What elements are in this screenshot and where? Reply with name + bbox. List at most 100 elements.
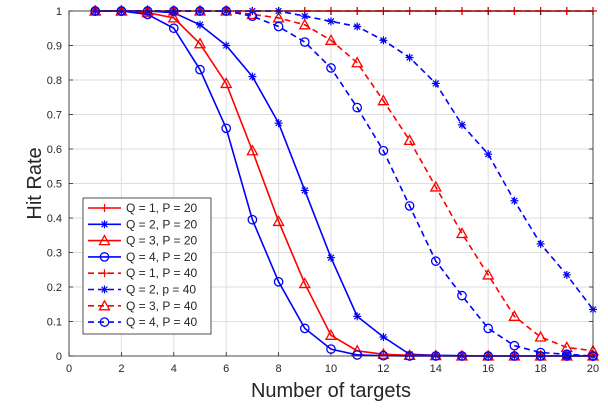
- data-point: [299, 37, 310, 47]
- data-point: [377, 347, 390, 359]
- data-point: [220, 77, 233, 89]
- y-axis-title: Hit Rate: [24, 147, 46, 219]
- data-point: [273, 276, 284, 287]
- y-tick-label: 0.9: [47, 41, 62, 53]
- data-point: [509, 340, 520, 351]
- data-point: [300, 12, 309, 21]
- tick-labels: 0 2 4 6 8 10 12 14 16 18 20 0 0.1 0.2 0.3 0.4 0.5 0.6 0.7 0…: [47, 6, 599, 375]
- y-tick-label: 1: [56, 6, 62, 18]
- legend-marker: [99, 252, 110, 262]
- data-point: [246, 8, 259, 20]
- legend-marker: [100, 285, 109, 294]
- legend-entry: Q = 4, P = 20: [88, 250, 197, 264]
- legend-label: Q = 4, P = 40: [126, 315, 197, 329]
- data-point: [455, 227, 469, 239]
- data-point: [141, 6, 154, 18]
- legend-entry: Q = 3, P = 20: [88, 234, 197, 248]
- legend-entry: Q = 1, P = 20: [88, 201, 197, 215]
- legend-marker: [98, 299, 111, 311]
- data-point: [195, 64, 205, 75]
- legend-label: Q = 2, p = 40: [126, 283, 196, 297]
- data-point: [482, 268, 495, 280]
- y-tick-label: 0: [56, 351, 62, 363]
- data-point: [353, 22, 362, 31]
- data-point: [298, 18, 311, 30]
- y-tick-label: 0.8: [47, 75, 62, 87]
- legend-label: Q = 2, P = 20: [126, 217, 197, 231]
- y-tick-label: 0.4: [47, 213, 62, 225]
- x-tick-label: 18: [534, 363, 546, 375]
- axes: [68, 10, 594, 357]
- legend-entry: Q = 3, P = 40: [88, 299, 197, 313]
- data-point: [429, 180, 442, 192]
- data-point: [536, 239, 545, 248]
- data-point: [299, 323, 310, 334]
- data-point: [221, 123, 232, 134]
- y-tick-label: 0.1: [47, 317, 62, 329]
- x-tick-label: 8: [276, 363, 282, 375]
- data-point: [508, 309, 521, 321]
- data-point: [378, 145, 389, 156]
- data-point: [457, 290, 467, 301]
- x-tick-label: 6: [223, 363, 229, 375]
- data-point: [535, 347, 546, 358]
- legend-marker: [100, 204, 109, 212]
- data-point: [247, 214, 258, 225]
- legend-entry: Q = 1, P = 40: [88, 266, 197, 280]
- data-point: [193, 37, 207, 49]
- data-point: [352, 102, 363, 113]
- x-tick-label: 0: [66, 363, 72, 375]
- data-point: [377, 94, 390, 106]
- data-point: [352, 350, 363, 360]
- legend-label: Q = 3, P = 40: [126, 299, 197, 313]
- legend-marker: [100, 269, 109, 278]
- data-point: [353, 312, 362, 321]
- legend-label: Q = 4, P = 20: [126, 250, 197, 264]
- data-point: [326, 63, 336, 73]
- legend-entry: Q = 2, p = 40: [88, 283, 196, 297]
- data-point: [484, 150, 493, 159]
- x-tick-label: 12: [377, 363, 389, 375]
- y-tick-label: 0.2: [47, 282, 62, 294]
- x-tick-label: 16: [482, 363, 494, 375]
- data-point: [379, 333, 388, 342]
- y-tick-label: 0.6: [47, 144, 62, 156]
- data-point: [403, 134, 416, 146]
- data-point: [196, 20, 204, 29]
- data-point: [298, 277, 311, 289]
- data-point: [483, 323, 494, 334]
- data-point: [273, 21, 284, 32]
- legend-marker: [98, 234, 111, 246]
- data-point: [300, 186, 309, 195]
- data-point: [403, 348, 416, 360]
- x-tick-label: 20: [587, 363, 599, 375]
- legend-marker: [99, 317, 110, 327]
- data-point: [430, 256, 441, 266]
- data-point: [272, 215, 285, 227]
- legend-label: Q = 1, P = 40: [126, 266, 197, 280]
- x-axis-title: Number of targets: [251, 380, 411, 402]
- legend-marker: [100, 220, 109, 229]
- data-point: [168, 23, 179, 34]
- data-point: [561, 349, 572, 360]
- data-point: [324, 328, 338, 340]
- legend: Q = 1, P = 20 Q = 2, P = 20 Q = 3, P = 20 Q…: [82, 197, 212, 335]
- x-tick-label: 2: [118, 363, 124, 375]
- x-tick-label: 14: [430, 363, 442, 375]
- data-point: [404, 201, 415, 211]
- data-point: [431, 79, 440, 88]
- data-point: [351, 56, 364, 68]
- data-point: [562, 270, 571, 279]
- x-tick-label: 10: [325, 363, 337, 375]
- data-point: [379, 36, 388, 45]
- data-point: [327, 253, 335, 262]
- y-tick-label: 0.3: [47, 248, 62, 260]
- data-point: [510, 196, 519, 205]
- data-point: [560, 341, 573, 353]
- data-point: [327, 17, 335, 26]
- data-point: [222, 41, 231, 50]
- legend-entry: Q = 2, P = 20: [88, 217, 197, 231]
- data-point: [247, 11, 258, 22]
- legend-label: Q = 1, P = 20: [126, 201, 197, 215]
